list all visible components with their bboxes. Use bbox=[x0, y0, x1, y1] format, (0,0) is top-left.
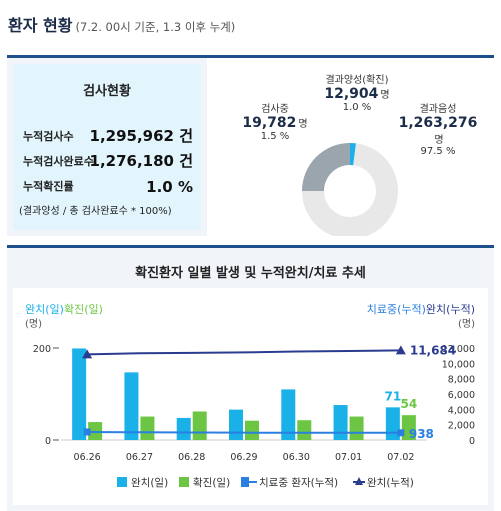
left-tick-label: 200 bbox=[33, 344, 51, 355]
annotation-confirmed-daily-last: 54 bbox=[401, 397, 418, 411]
donut-label-negative: 결과음성 1,263,276 명 97.5 % bbox=[383, 100, 493, 157]
bar-confirmed-daily-06.27 bbox=[140, 416, 155, 440]
left-unit: (명) bbox=[25, 318, 42, 330]
stat-value: 1,295,962 건 bbox=[89, 127, 193, 145]
testing-unit: 명 bbox=[298, 119, 308, 130]
donut-slice-positive bbox=[350, 143, 357, 166]
bar-recovered-daily-06.26 bbox=[72, 348, 87, 440]
x-tick-label: 06.27 bbox=[126, 452, 153, 463]
page-title-text: 환자 현황 bbox=[8, 16, 73, 35]
bar-recovered-daily-07.01 bbox=[333, 405, 348, 440]
legend-swatch bbox=[117, 477, 127, 487]
bar-recovered-daily-06.27 bbox=[124, 372, 139, 440]
stat-row-completed-tests: 누적검사완료수 1,276,180 건 bbox=[23, 151, 197, 171]
stat-value: 1.0 % bbox=[146, 178, 193, 196]
stat-label: 누적확진률 bbox=[23, 180, 74, 193]
annotation-recovered-daily-last: 71 bbox=[385, 389, 402, 403]
trend-panel: 확진환자 일별 발생 및 누적완치/치료 추세 완치(일)확진(일) (명) 치료중… bbox=[7, 245, 494, 511]
right-unit: (명) bbox=[458, 318, 475, 330]
right-axis-label-recovered: 완치(누적) bbox=[426, 303, 475, 316]
x-tick-label: 06.28 bbox=[178, 452, 205, 463]
right-tick-label: 8,000 bbox=[448, 375, 475, 386]
left-axis-label: 완치(일)확진(일) bbox=[25, 302, 103, 316]
positive-label-text: 결과양성(확진) bbox=[325, 75, 389, 86]
testing-pct: 1.5 % bbox=[260, 131, 290, 142]
annotation-treating-last: 938 bbox=[409, 427, 434, 441]
legend-swatch bbox=[355, 477, 363, 485]
legend-item-3: 완치(누적) bbox=[353, 476, 414, 489]
legend-label: 확진(일) bbox=[193, 476, 230, 489]
bar-confirmed-daily-07.01 bbox=[349, 416, 364, 440]
legend-swatch bbox=[179, 477, 189, 487]
stat-row-positive-rate: 누적확진률 1.0 % bbox=[23, 176, 197, 196]
negative-unit: 명 bbox=[434, 135, 444, 146]
negative-label-text: 결과음성 bbox=[419, 104, 457, 115]
legend-swatch bbox=[241, 477, 249, 487]
test-result-donut-chart bbox=[302, 143, 398, 239]
stat-note: (결과양성 / 총 검사완료수 * 100%) bbox=[19, 206, 172, 217]
bar-confirmed-daily-06.28 bbox=[192, 411, 207, 440]
bar-recovered-daily-06.30 bbox=[281, 389, 296, 440]
legend-label: 완치(누적) bbox=[367, 476, 414, 489]
testing-value: 19,782 bbox=[242, 115, 297, 131]
stat-row-total-tests: 누적검사수 1,295,962 건 bbox=[23, 126, 197, 146]
point-treating-06.26 bbox=[83, 428, 91, 436]
test-status-panel: 검사현황 누적검사수 1,295,962 건 누적검사완료수 1,276,180… bbox=[7, 55, 494, 239]
page-subtitle: (7.2. 00시 기준, 1.3 이후 누계) bbox=[75, 20, 236, 34]
right-tick-label: 12,000 bbox=[442, 344, 475, 355]
positive-pct: 1.0 % bbox=[342, 102, 372, 113]
right-axis-label-treating: 치료중(누적) bbox=[367, 303, 426, 316]
bar-recovered-daily-06.29 bbox=[229, 409, 243, 440]
stat-value: 1,276,180 건 bbox=[89, 152, 193, 170]
right-tick-label: 6,000 bbox=[448, 390, 475, 401]
right-axis-label: 치료중(누적)완치(누적) bbox=[367, 303, 475, 316]
donut-label-testing: 검사중 19,782 명 1.5 % bbox=[225, 100, 325, 142]
x-tick-label: 07.01 bbox=[335, 452, 362, 463]
annotation-recovered-cumulative-last: 11,684 bbox=[410, 343, 456, 357]
negative-pct: 97.5 % bbox=[420, 146, 456, 157]
point-treating-07.02 bbox=[397, 429, 405, 437]
bar-recovered-daily-06.28 bbox=[176, 417, 191, 440]
donut-slice-negative bbox=[302, 143, 398, 239]
donut-label-positive: 결과양성(확진) 12,904 명 1.0 % bbox=[302, 71, 412, 113]
legend-label: 치료중 환자(누적) bbox=[259, 477, 338, 489]
donut-slice-testing bbox=[302, 143, 350, 191]
test-stats-box: 검사현황 누적검사수 1,295,962 건 누적검사완료수 1,276,180… bbox=[13, 64, 201, 230]
legend-item-0: 완치(일) bbox=[117, 476, 168, 489]
left-axis-label-confirmed: 확진(일) bbox=[64, 302, 103, 316]
stats-title: 검사현황 bbox=[83, 84, 131, 99]
legend-item-1: 확진(일) bbox=[179, 476, 230, 489]
point-recovered-06.26 bbox=[82, 349, 93, 359]
right-tick-label: 0 bbox=[469, 436, 475, 447]
trend-chart: 완치(일)확진(일)(명)치료중(누적)완치(누적)(명)200012,0001… bbox=[25, 302, 475, 489]
stat-label: 누적검사수 bbox=[23, 130, 74, 143]
right-tick-label: 4,000 bbox=[448, 405, 475, 416]
legend-label: 완치(일) bbox=[131, 476, 168, 489]
test-result-donut-area: 결과양성(확진) 12,904 명 1.0 % 검사중 19,782 명 1.5 %… bbox=[207, 58, 494, 239]
bar-confirmed-daily-06.30 bbox=[297, 420, 312, 440]
bar-confirmed-daily-07.02 bbox=[401, 415, 416, 440]
legend-item-2: 치료중 환자(누적) bbox=[241, 477, 338, 489]
right-tick-label: 2,000 bbox=[448, 421, 475, 432]
bar-confirmed-daily-06.26 bbox=[88, 422, 103, 440]
bar-confirmed-daily-06.29 bbox=[245, 420, 259, 440]
left-tick-label: 0 bbox=[45, 436, 51, 447]
x-tick-label: 07.02 bbox=[387, 452, 414, 463]
right-tick-label: 10,000 bbox=[442, 359, 475, 370]
positive-unit: 명 bbox=[380, 90, 390, 101]
trend-chart-card: 완치(일)확진(일) (명) 치료중(누적)완치(누적) (명) 200 0 12,000 1… bbox=[13, 288, 488, 505]
x-tick-label: 06.26 bbox=[74, 452, 101, 463]
trend-chart-title: 확진환자 일별 발생 및 누적완치/치료 추세 bbox=[135, 266, 366, 281]
line-treating-cumulative bbox=[87, 430, 401, 434]
x-tick-label: 06.30 bbox=[283, 452, 310, 463]
point-recovered-07.02 bbox=[395, 345, 406, 355]
stat-label: 누적검사완료수 bbox=[23, 155, 94, 168]
line-recovered-cumulative bbox=[87, 349, 401, 356]
negative-value: 1,263,276 bbox=[398, 115, 478, 131]
page-title: 환자 현황 (7.2. 00시 기준, 1.3 이후 누계) bbox=[8, 12, 235, 36]
positive-value: 12,904 bbox=[324, 86, 379, 102]
x-tick-label: 06.29 bbox=[230, 452, 257, 463]
testing-label-text: 검사중 bbox=[261, 104, 289, 115]
left-axis-label-recovered: 완치(일) bbox=[25, 302, 64, 316]
